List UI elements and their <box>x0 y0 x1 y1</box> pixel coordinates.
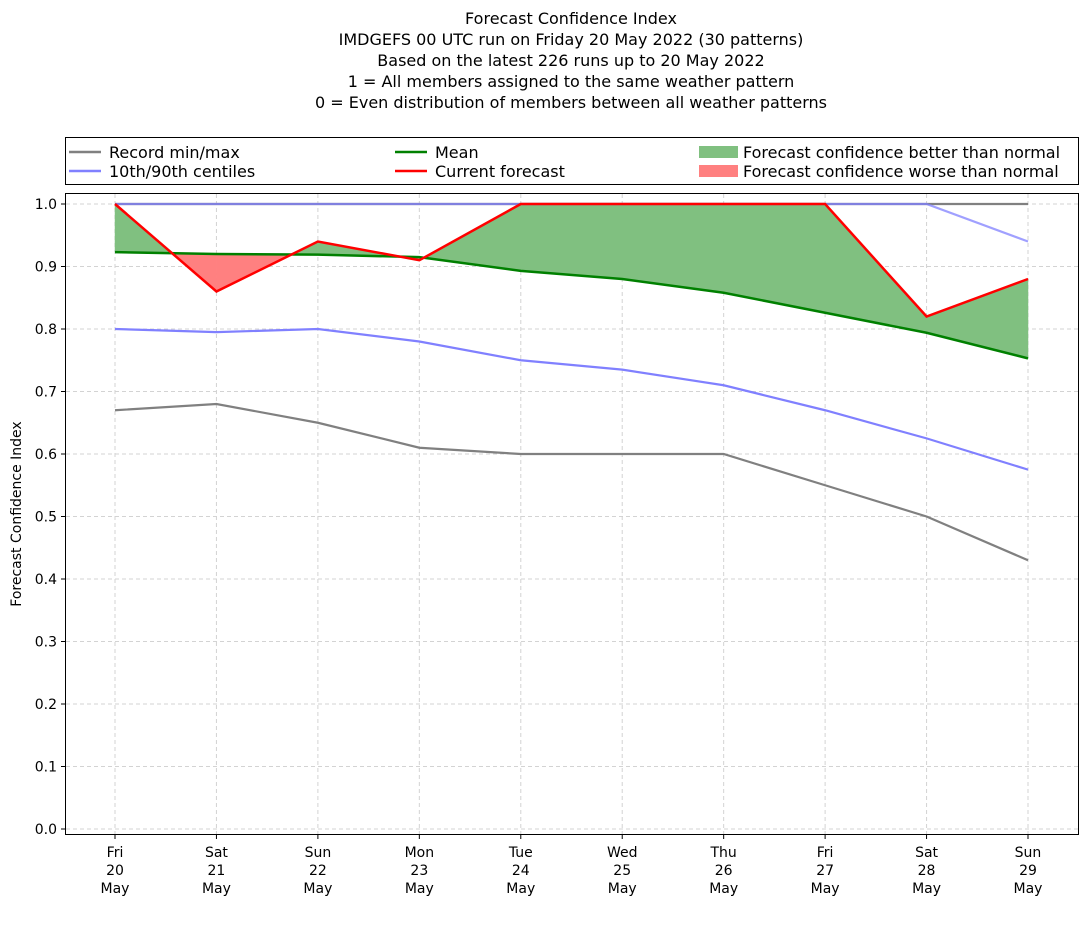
legend-label: Forecast confidence worse than normal <box>743 162 1059 181</box>
plot-frame <box>65 193 1079 835</box>
chart-title: Forecast Confidence Index IMDGEFS 00 UTC … <box>315 9 827 112</box>
x-tick-label: 23 <box>410 863 428 879</box>
x-tick-label: 29 <box>1019 863 1037 879</box>
y-tick-label: 0.4 <box>35 572 57 588</box>
y-axis-label: Forecast Confidence Index <box>9 421 25 606</box>
x-tick-label: Fri <box>107 845 124 861</box>
y-tick-label: 0.0 <box>35 822 57 838</box>
legend-label: Forecast confidence better than normal <box>743 143 1060 162</box>
x-tick-label: 22 <box>309 863 327 879</box>
x-tick-label: May <box>101 881 130 897</box>
x-tick-label: Sun <box>305 845 332 861</box>
x-tick-label: 21 <box>208 863 226 879</box>
x-tick-label: 25 <box>613 863 631 879</box>
title-line: Forecast Confidence Index <box>465 9 677 28</box>
legend-label: Current forecast <box>435 162 565 181</box>
x-tick-label: May <box>709 881 738 897</box>
y-tick-label: 0.5 <box>35 510 57 526</box>
fill-better-than-normal <box>824 203 927 334</box>
y-tick-label: 0.9 <box>35 260 57 276</box>
title-line: 1 = All members assigned to the same wea… <box>348 72 795 91</box>
x-tick-label: Wed <box>607 845 638 861</box>
y-tick-label: 0.8 <box>35 322 57 338</box>
x-tick-label: May <box>303 881 332 897</box>
series-lines <box>114 202 1029 562</box>
x-tick-label: Sat <box>915 845 938 861</box>
x-tick-label: 27 <box>816 863 834 879</box>
title-line: Based on the latest 226 runs up to 20 Ma… <box>377 51 764 70</box>
series-current-forecast <box>114 202 1029 318</box>
x-tick-label: May <box>912 881 941 897</box>
series-10th-centile <box>114 327 1029 471</box>
legend-label: Record min/max <box>109 143 240 162</box>
series-record-min <box>114 402 1029 562</box>
axes: 0.0 0.1 0.2 0.3 0.4 0.5 0.6 0.7 0.8 0.9 1.0 Fri 20 Ma… <box>35 197 1043 897</box>
x-tick-label: 26 <box>715 863 733 879</box>
x-tick-label: May <box>405 881 434 897</box>
y-tick-label: 0.3 <box>35 635 57 651</box>
x-tick-label: May <box>506 881 535 897</box>
fill-better-than-normal <box>520 203 623 280</box>
x-tick-label: Fri <box>817 845 834 861</box>
legend-swatch <box>699 146 738 158</box>
x-tick-label: Thu <box>710 845 737 861</box>
legend-swatch <box>699 165 738 177</box>
fill-better-than-normal <box>621 203 724 294</box>
y-tick-label: 0.6 <box>35 447 57 463</box>
fills <box>114 203 1029 359</box>
y-tick-label: 1.0 <box>35 197 57 213</box>
x-tick-label: Tue <box>508 845 533 861</box>
y-tick-label: 0.1 <box>35 760 57 776</box>
x-tick-label: May <box>1014 881 1043 897</box>
legend-label: Mean <box>435 143 479 162</box>
legend-label: 10th/90th centiles <box>109 162 255 181</box>
y-tick-label: 0.2 <box>35 697 57 713</box>
x-tick-label: 20 <box>106 863 124 879</box>
y-tick-label: 0.7 <box>35 385 57 401</box>
x-tick-label: Sat <box>205 845 228 861</box>
x-tick-label: Sun <box>1015 845 1042 861</box>
x-tick-label: May <box>608 881 637 897</box>
x-tick-label: 28 <box>918 863 936 879</box>
x-tick-label: May <box>202 881 231 897</box>
series-mean <box>114 250 1029 360</box>
x-tick-label: May <box>811 881 840 897</box>
title-line: 0 = Even distribution of members between… <box>315 93 827 112</box>
title-line: IMDGEFS 00 UTC run on Friday 20 May 2022… <box>339 30 804 49</box>
x-tick-label: Mon <box>405 845 435 861</box>
x-tick-label: 24 <box>512 863 530 879</box>
legend-box <box>65 137 1079 185</box>
